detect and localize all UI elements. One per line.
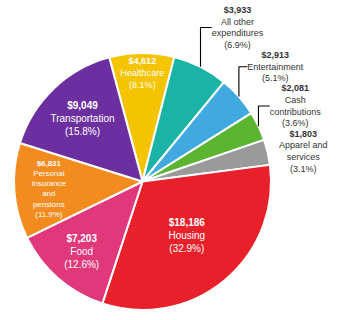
- svg-text:$1,803Apparel andservices(3.1%: $1,803Apparel andservices(3.1%): [279, 129, 328, 174]
- svg-text:$9,049Transportation(15.8%): $9,049Transportation(15.8%): [50, 100, 114, 137]
- svg-text:$2,081Cashcontributions(3.6%): $2,081Cashcontributions(3.6%): [270, 83, 322, 128]
- svg-text:$18,186Housing(32.9%): $18,186Housing(32.9%): [168, 217, 205, 254]
- svg-text:$3,933All otherexpenditures(6.: $3,933All otherexpenditures(6.9%): [212, 5, 264, 50]
- svg-text:$6,831Personalinsuranceandpens: $6,831Personalinsuranceandpensions(11.9%…: [32, 159, 67, 219]
- svg-text:$2,913Entertainment(5.1%): $2,913Entertainment(5.1%): [247, 50, 304, 83]
- svg-text:$7,203Food(12.6%): $7,203Food(12.6%): [64, 233, 99, 270]
- svg-text:$4,612Healthcare(8.1%): $4,612Healthcare(8.1%): [120, 56, 164, 90]
